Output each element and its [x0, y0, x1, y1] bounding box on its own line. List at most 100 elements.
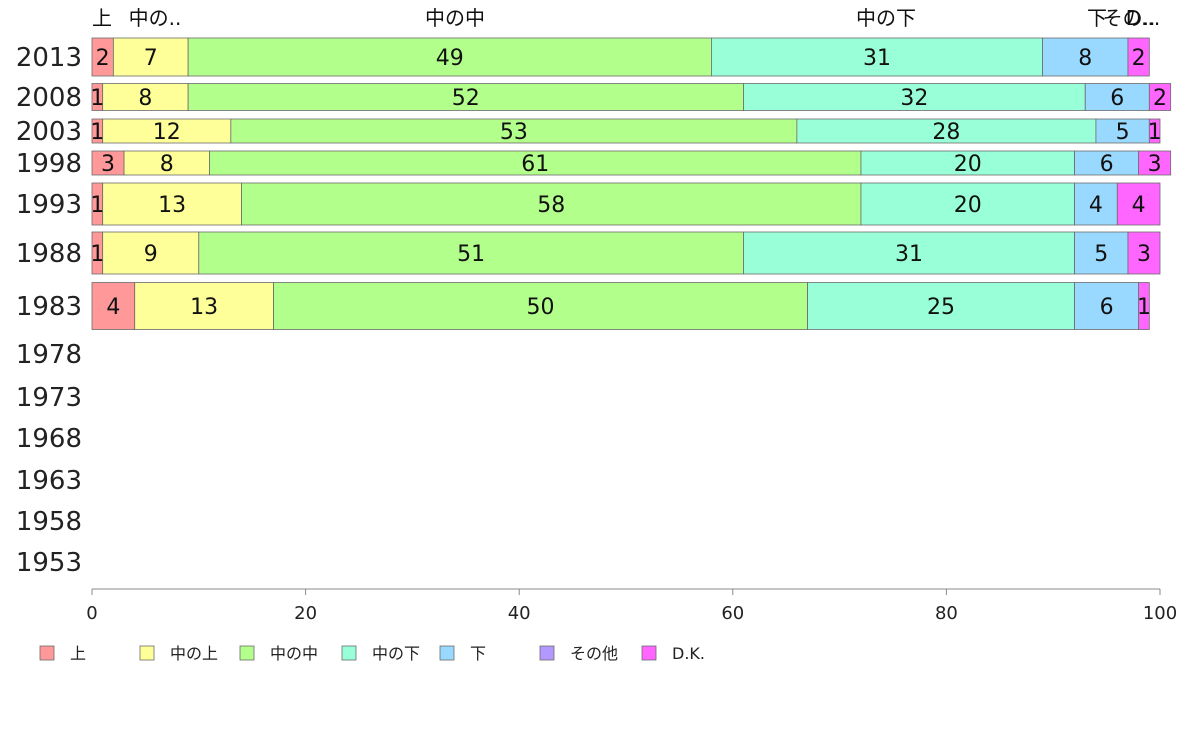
year-label: 2013: [16, 43, 82, 73]
bar-value-label: 4: [1132, 193, 1146, 218]
legend-label: 上: [70, 644, 86, 663]
year-label: 1988: [16, 239, 82, 269]
bar-value-label: 1: [1148, 120, 1162, 145]
top-category-label: 中の中: [425, 6, 485, 30]
bar-segment: [102, 231, 200, 275]
bar-segment: [187, 83, 744, 111]
x-tick-label: 100: [1143, 603, 1177, 624]
bar-segment: [102, 182, 242, 226]
bars-layer: 2 7 49 31 8 21 8 52 32 6 21 12 53 28 5 13 8 61 20 6 31 13 58 20…: [90, 37, 1172, 330]
bar-segment: [1127, 37, 1150, 77]
bar-value-label: 3: [1148, 152, 1162, 177]
bar-value-label: 25: [927, 295, 955, 320]
bar-segment: [807, 282, 1075, 330]
bar-value-label: 6: [1110, 86, 1124, 111]
legend-label: D.K.: [672, 644, 705, 663]
year-label: 1958: [16, 507, 82, 537]
year-label: 1993: [16, 190, 82, 220]
bar-segment: [1148, 83, 1172, 111]
bar-segment: [1138, 282, 1150, 330]
top-category-label: 上: [92, 6, 112, 30]
legend-swatch: [641, 645, 657, 661]
year-label: 1968: [16, 424, 82, 454]
year-label: 1953: [16, 548, 82, 578]
bar-segment: [187, 37, 712, 77]
legend-label: 中の中: [270, 644, 318, 663]
legend-swatch: [439, 645, 455, 661]
x-tick-label: 80: [935, 603, 958, 624]
bar-value-label: 2: [1153, 86, 1167, 111]
bar-segment: [1116, 182, 1161, 226]
legend-swatch: [139, 645, 155, 661]
year-label: 2003: [16, 117, 82, 147]
bar-segment: [743, 83, 1086, 111]
bar-segment: [91, 150, 125, 176]
bar-segment: [1084, 83, 1150, 111]
bar-segment: [112, 37, 189, 77]
legend-swatch: [539, 645, 555, 661]
bar-segment: [1074, 231, 1129, 275]
bar-segment: [860, 182, 1075, 226]
bar-value-label: 1: [90, 120, 104, 145]
bar-segment: [241, 182, 862, 226]
bar-value-label: 20: [954, 193, 982, 218]
legend-swatch: [39, 645, 55, 661]
legend-label: 中の下: [372, 644, 420, 663]
bar-segment: [273, 282, 808, 330]
bar-value-label: 20: [954, 152, 982, 177]
legend-label: 中の上: [170, 644, 218, 663]
top-category-label: その..: [1103, 6, 1156, 30]
bar-value-label: 7: [144, 46, 158, 71]
bar-value-label: 13: [190, 295, 218, 320]
bar-value-label: 1: [90, 86, 104, 111]
year-label: 1983: [16, 292, 82, 322]
year-label: 1973: [16, 383, 82, 413]
top-category-label: 中の下: [856, 6, 916, 30]
bar-value-label: 6: [1100, 152, 1114, 177]
x-tick-label: 0: [86, 603, 97, 624]
bar-value-label: 3: [1137, 242, 1151, 267]
bar-segment: [1095, 118, 1150, 144]
bar-value-label: 50: [527, 295, 555, 320]
bar-segment: [1074, 182, 1118, 226]
bar-value-label: 2: [1132, 46, 1146, 71]
year-label: 1963: [16, 466, 82, 496]
year-label: 1978: [16, 340, 82, 370]
bar-segment: [209, 150, 862, 176]
bar-value-label: 31: [863, 46, 891, 71]
top-category-labels: 上中の.. 中の中 中の下 下その..D...: [92, 6, 1160, 30]
bar-value-label: 1: [1137, 295, 1151, 320]
bar-value-label: 8: [1078, 46, 1092, 71]
bar-segment: [102, 83, 189, 111]
bar-segment: [1138, 150, 1172, 176]
legend: 上 中の上 中の中 中の下 下 その他 D.K.: [39, 644, 705, 663]
bar-value-label: 5: [1094, 242, 1108, 267]
bar-value-label: 1: [90, 193, 104, 218]
x-tick-label: 60: [721, 603, 744, 624]
bar-value-label: 32: [900, 86, 928, 111]
bar-value-label: 49: [436, 46, 464, 71]
bar-value-label: 51: [457, 242, 485, 267]
bar-value-label: 8: [160, 152, 174, 177]
bar-value-label: 9: [144, 242, 158, 267]
bar-segment: [860, 150, 1075, 176]
bar-value-label: 4: [106, 295, 120, 320]
bar-segment: [1074, 282, 1140, 330]
bar-value-label: 2: [96, 46, 110, 71]
bar-value-label: 61: [521, 152, 549, 177]
bar-value-label: 5: [1116, 120, 1130, 145]
bar-value-label: 1: [90, 242, 104, 267]
legend-swatch: [239, 645, 255, 661]
bar-value-label: 6: [1100, 295, 1114, 320]
year-label: 1998: [16, 149, 82, 179]
legend-label: 下: [470, 644, 486, 663]
bar-value-label: 3: [101, 152, 115, 177]
bar-value-label: 4: [1089, 193, 1103, 218]
top-category-label: 中の..: [129, 6, 182, 30]
x-tick-label: 20: [294, 603, 317, 624]
x-tick-label: 40: [508, 603, 531, 624]
bar-segment: [1074, 150, 1140, 176]
bar-value-label: 8: [138, 86, 152, 111]
bar-segment: [796, 118, 1097, 144]
